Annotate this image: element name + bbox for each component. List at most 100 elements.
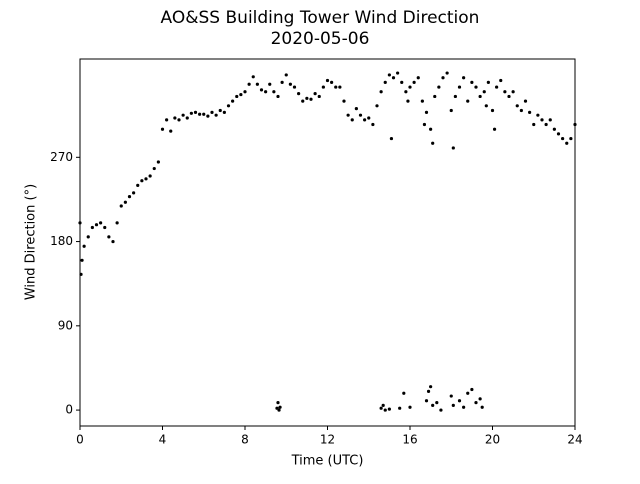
data-point: [499, 78, 503, 83]
data-point: [439, 408, 443, 412]
data-point: [422, 122, 427, 127]
data-point: [181, 113, 185, 117]
data-point: [429, 127, 433, 131]
data-point: [445, 71, 449, 75]
y-tick-label: 90: [58, 318, 73, 332]
data-point: [412, 80, 416, 85]
data-point: [276, 400, 280, 405]
data-point: [309, 97, 313, 101]
data-point: [231, 99, 235, 103]
y-axis-label: Wind Direction (°): [24, 184, 39, 300]
data-point: [449, 108, 453, 113]
data-point: [288, 82, 292, 86]
data-point: [202, 112, 206, 116]
data-point: [136, 183, 140, 187]
y-tick-label: 270: [50, 150, 73, 164]
x-tick-label: 12: [320, 433, 335, 447]
data-point: [398, 406, 402, 410]
x-axis-label: Time (UTC): [291, 454, 364, 469]
data-point: [354, 107, 358, 111]
data-point: [573, 122, 577, 127]
data-point: [400, 80, 404, 85]
data-point: [424, 110, 429, 114]
data-point: [86, 235, 90, 239]
data-point: [111, 239, 115, 244]
data-point: [342, 99, 346, 103]
data-point: [433, 94, 437, 99]
data-point: [243, 90, 247, 94]
data-point: [272, 90, 276, 94]
data-point: [540, 118, 544, 122]
data-point: [523, 99, 528, 103]
data-point: [152, 166, 156, 171]
data-point: [301, 99, 305, 103]
data-point: [79, 272, 83, 276]
data-point: [457, 399, 462, 403]
data-point: [466, 391, 470, 395]
data-point: [80, 258, 84, 262]
data-point: [144, 177, 148, 181]
data-point: [396, 71, 400, 75]
data-point: [457, 85, 462, 89]
data-point: [363, 118, 367, 122]
data-point: [226, 104, 231, 108]
data-point: [239, 92, 243, 97]
data-point: [305, 96, 309, 100]
data-point: [429, 385, 433, 389]
data-point: [420, 99, 424, 103]
data-point: [334, 85, 338, 89]
data-point: [437, 85, 441, 89]
data-point: [431, 403, 435, 408]
data-point: [264, 90, 268, 94]
data-point: [371, 122, 375, 127]
data-point: [107, 235, 111, 239]
data-point: [123, 200, 127, 204]
data-point: [482, 90, 486, 94]
data-point: [416, 76, 420, 80]
data-point: [435, 400, 439, 405]
data-point: [515, 104, 519, 108]
data-point: [115, 221, 119, 225]
data-point: [406, 99, 410, 103]
data-point: [544, 122, 548, 127]
data-point: [552, 127, 556, 131]
data-point: [408, 405, 412, 409]
x-tick-label: 0: [76, 433, 84, 447]
data-point: [278, 405, 282, 409]
data-point: [277, 408, 281, 412]
data-point: [268, 82, 272, 86]
x-tick-label: 4: [159, 433, 167, 447]
data-point: [222, 110, 226, 114]
data-point: [492, 127, 497, 131]
data-point: [426, 389, 431, 393]
data-point: [358, 113, 363, 117]
data-point: [206, 114, 210, 118]
data-point: [548, 118, 552, 122]
data-point: [169, 129, 173, 133]
data-point: [375, 104, 379, 108]
data-point: [387, 407, 391, 411]
data-point: [484, 104, 488, 108]
chart-title: AO&SS Building Tower Wind Direction: [161, 8, 480, 28]
data-point: [474, 400, 478, 405]
data-point: [218, 108, 222, 113]
data-point: [330, 80, 334, 85]
x-tick-label: 8: [241, 433, 249, 447]
data-point: [103, 225, 107, 230]
data-point: [313, 92, 317, 96]
x-tick-label: 20: [485, 433, 500, 447]
data-point: [383, 80, 387, 85]
data-point: [177, 118, 181, 122]
data-point: [379, 406, 383, 410]
data-point: [451, 403, 455, 408]
data-point: [511, 90, 515, 94]
data-point: [536, 113, 540, 117]
data-point: [251, 75, 255, 79]
data-point: [367, 116, 371, 120]
data-point: [462, 76, 466, 80]
data-point: [408, 85, 412, 89]
data-point: [470, 387, 474, 392]
data-point: [165, 118, 169, 122]
data-point: [160, 127, 165, 131]
data-point: [556, 132, 561, 136]
